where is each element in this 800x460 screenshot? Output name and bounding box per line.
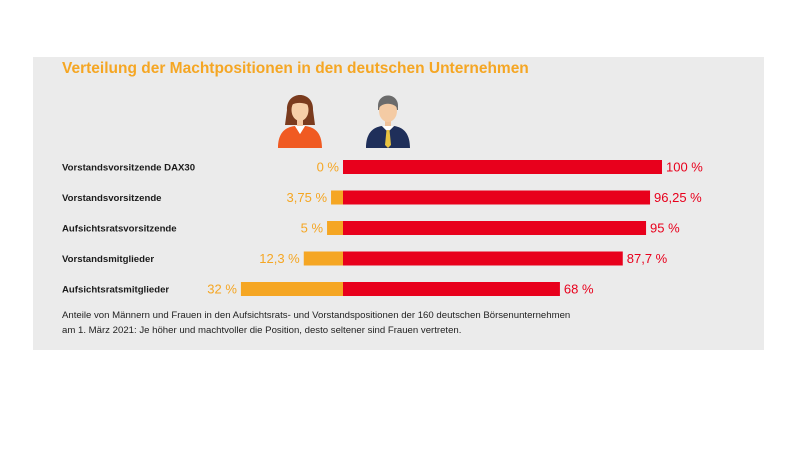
caption-line: am 1. März 2021: Je höher und machtvolle… — [62, 325, 462, 336]
value-label-women: 12,3 % — [259, 251, 300, 266]
chart-caption: Anteile von Männern und Frauen in den Au… — [62, 308, 712, 338]
bar-men — [343, 251, 623, 266]
category-label: Aufsichtsratsmitglieder — [62, 285, 169, 296]
bar-men — [343, 160, 662, 174]
value-label-women: 3,75 % — [287, 190, 328, 205]
businessman-icon — [366, 95, 410, 148]
value-label-women: 0 % — [317, 160, 340, 175]
value-label-men: 100 % — [666, 160, 703, 175]
category-label: Aufsichtsratsvorsitzende — [62, 224, 177, 235]
category-label: Vorstandsvorsitzende DAX30 — [62, 163, 195, 174]
value-label-men: 68 % — [564, 282, 594, 297]
value-label-women: 5 % — [301, 221, 324, 236]
caption-line: Anteile von Männern und Frauen in den Au… — [62, 310, 571, 321]
bar-men — [343, 282, 560, 296]
bar-men — [343, 221, 647, 235]
bar-women — [303, 251, 343, 266]
bar-women — [240, 282, 343, 296]
value-label-men: 95 % — [650, 221, 680, 236]
bar-women — [331, 190, 343, 205]
bar-women — [327, 221, 343, 235]
value-label-men: 96,25 % — [654, 190, 702, 205]
businesswoman-icon — [278, 95, 322, 148]
bar-men — [343, 190, 651, 205]
category-label: Vorstandsmitglieder — [62, 254, 154, 265]
chart-title: Verteilung der Machtpositionen in den de… — [62, 60, 529, 77]
bars-group: Vorstandsvorsitzende DAX30 0 % 100 % Vorsta… — [62, 160, 703, 297]
value-label-men: 87,7 % — [627, 251, 668, 266]
value-label-women: 32 % — [207, 282, 237, 297]
category-label: Vorstandsvorsitzende — [62, 193, 162, 204]
